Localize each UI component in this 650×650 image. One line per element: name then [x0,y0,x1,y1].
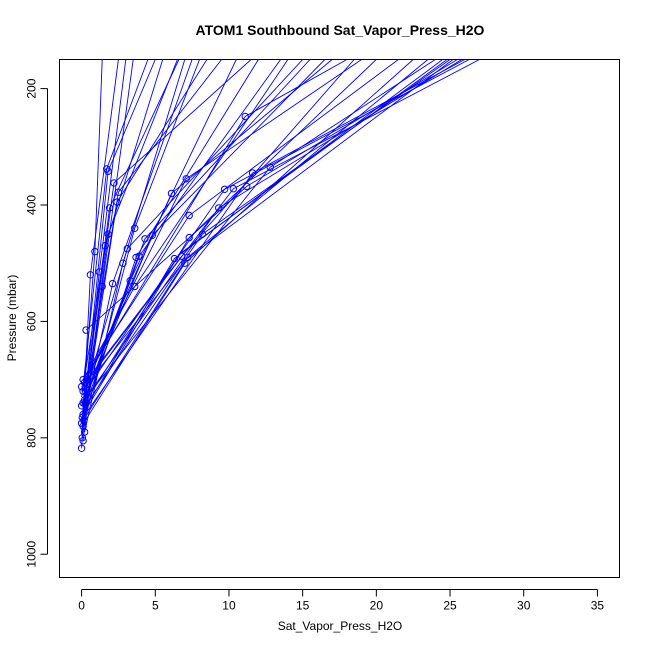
data-point [131,224,139,233]
data-point [181,259,189,267]
y-tick-label: 800 [25,427,39,447]
data-point [105,204,114,212]
data-point [182,175,190,183]
profile-line [84,59,348,380]
data-point [126,277,134,285]
profile-line [81,59,103,418]
data-point [110,179,118,187]
profile-line [82,59,252,415]
data-point [104,167,112,175]
chart-title: ATOM1 Southbound Sat_Vapor_Press_H2O [196,22,485,38]
data-point [241,112,249,121]
profile-line [81,59,454,392]
profile-line [82,59,377,415]
data-point [184,253,192,262]
data-point [86,271,95,279]
data-point [77,444,86,452]
data-point [95,268,104,276]
profile-line [81,59,237,406]
x-tick-label: 25 [443,599,457,613]
x-tick-label: 15 [296,599,310,613]
profile-line [81,59,164,398]
data-point [135,252,143,260]
y-tick-label: 200 [25,78,39,98]
profile-line [81,59,222,421]
profile-line [82,59,127,427]
x-tick-label: 20 [370,599,384,613]
data-point [220,185,229,194]
data-point [229,185,238,193]
data-point [141,235,149,243]
data-point [148,231,157,240]
data-point [91,247,99,256]
profile-line [81,59,304,406]
data-point [113,198,121,206]
y-tick-label: 600 [25,311,39,331]
data-point [119,259,127,267]
profile-line [82,59,451,409]
profile-line [81,59,436,404]
data-point [167,189,176,198]
x-tick-label: 10 [222,599,236,613]
data-point [185,211,193,220]
profile-line [81,59,443,415]
profile-line [82,59,448,407]
x-tick-label: 35 [591,599,605,613]
data-point [80,396,89,404]
data-point [79,437,87,445]
profile-line [84,59,193,415]
profile-line [85,59,458,331]
profile-line [82,59,333,392]
profile-line [82,59,289,380]
data-point [79,410,87,419]
data-point [114,188,123,196]
data-point [101,242,109,250]
profile-line [81,59,480,389]
x-tick-label: 5 [152,599,159,613]
profile-line [82,59,466,418]
data-point [79,375,87,384]
data-point [82,326,90,334]
profile-line [82,59,149,386]
data-point [123,245,132,253]
x-axis-label: Sat_Vapor_Press_H2O [278,619,403,633]
data-point [243,182,251,191]
data-point [131,282,139,291]
y-tick-label: 1000 [25,541,39,568]
data-point [248,169,257,177]
data-point [170,254,179,263]
x-tick-label: 30 [517,599,531,613]
data-point [78,413,87,422]
profile-line [84,59,463,401]
plot-frame [59,59,620,578]
data-point [79,387,87,395]
y-axis-label: Pressure (mbar) [5,275,19,362]
data-point [108,279,117,288]
x-tick-label: 0 [78,599,85,613]
data-point [185,233,193,242]
y-tick-label: 400 [25,195,39,215]
data-point [266,163,274,171]
data-point [215,204,223,212]
axes: 0 5 10 15 20 25 30 35 200 400 600 800 1000 [25,78,605,612]
data-point [98,282,106,291]
profile-line [81,59,156,433]
data-points [77,112,274,452]
data-point [198,230,207,238]
data-point [104,230,112,238]
